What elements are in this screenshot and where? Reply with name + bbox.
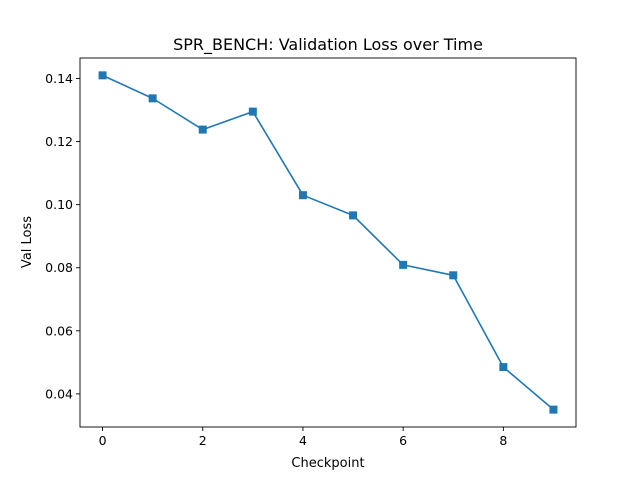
- y-tick-label: 0.14: [45, 71, 73, 86]
- axes-frame: [79, 57, 577, 428]
- data-point: [399, 260, 408, 269]
- y-tick-label: 0.10: [45, 197, 73, 212]
- y-tick-label: 0.04: [45, 386, 73, 401]
- data-point: [298, 191, 307, 200]
- y-axis-label: Val Loss: [20, 216, 35, 268]
- data-point: [349, 211, 358, 220]
- x-axis-label: Checkpoint: [291, 456, 364, 471]
- x-tick-label: 8: [499, 433, 507, 448]
- y-tick-label: 0.12: [45, 134, 73, 149]
- chart-title: SPR_BENCH: Validation Loss over Time: [173, 35, 483, 55]
- data-point: [549, 405, 558, 414]
- x-tick-label: 2: [199, 433, 207, 448]
- data-point: [198, 125, 207, 134]
- data-point: [499, 363, 508, 372]
- data-point: [248, 107, 257, 116]
- data-point: [148, 94, 157, 103]
- y-tick-label: 0.06: [45, 323, 73, 338]
- x-tick-label: 6: [399, 433, 407, 448]
- plot-area: 0 2 4 6 8 0.04 0.06 0.08 0.10 0.12 0.14: [45, 57, 577, 448]
- series-line: [102, 74, 554, 411]
- x-tick-label: 4: [299, 433, 307, 448]
- data-point: [98, 71, 107, 80]
- y-tick-label: 0.08: [45, 260, 73, 275]
- x-tick-label: 0: [99, 433, 107, 448]
- data-point: [449, 271, 458, 280]
